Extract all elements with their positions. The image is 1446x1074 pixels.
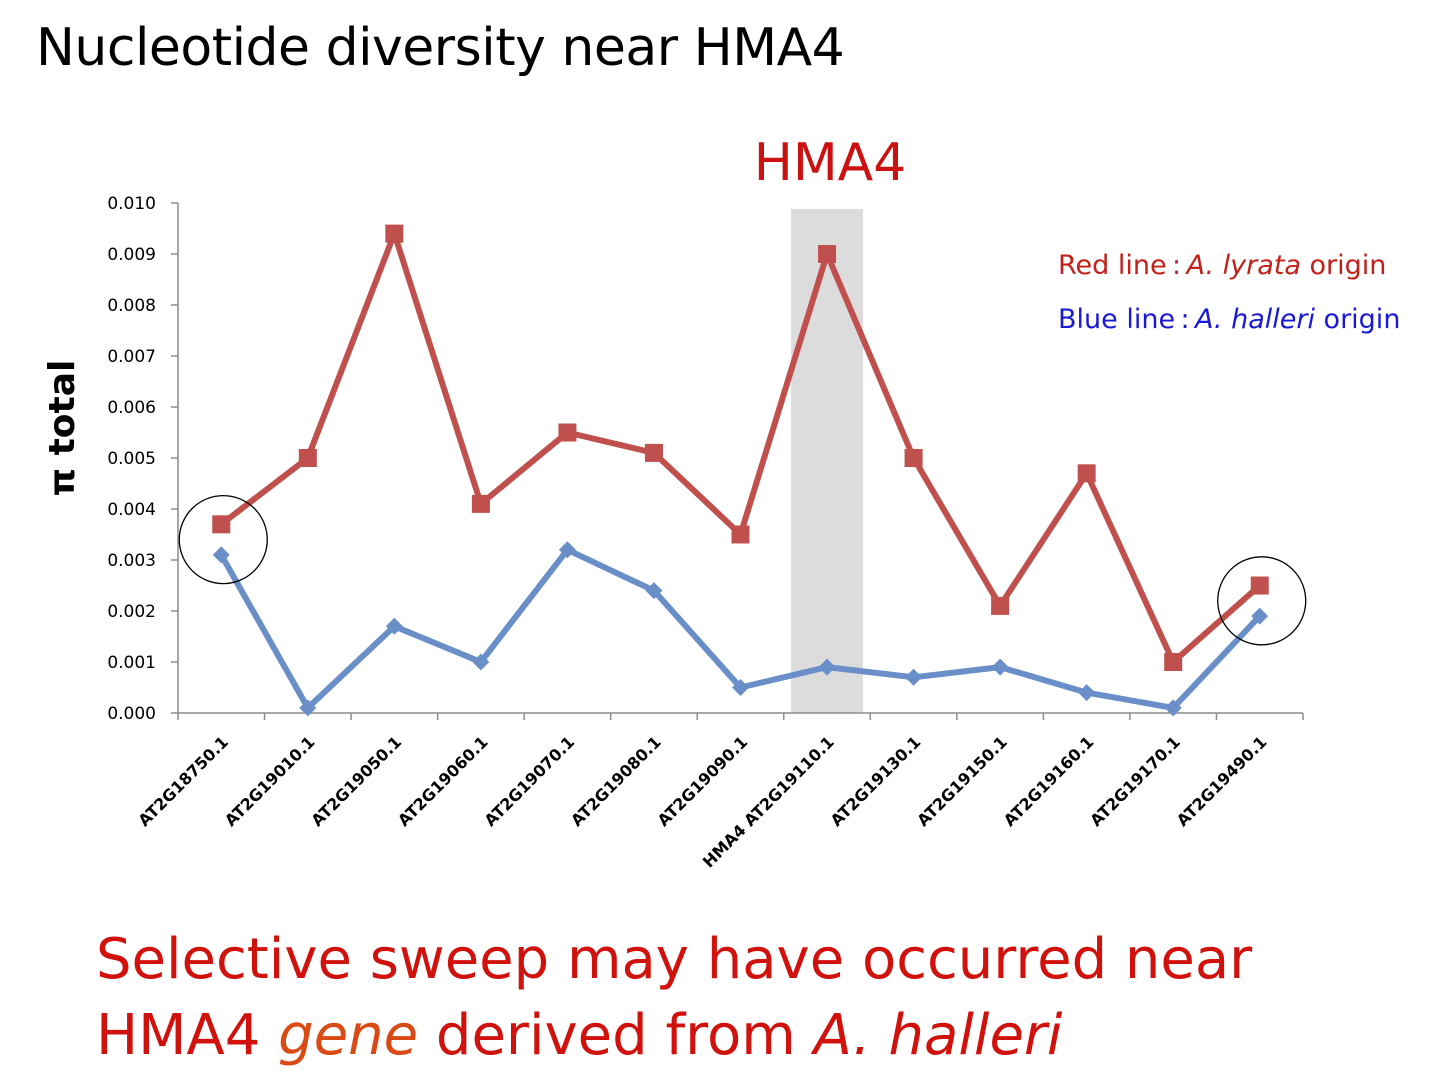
- hma4-highlight-rect: [791, 209, 864, 713]
- conclusion-line-2: HMA4 gene derived from A. halleri: [96, 998, 1252, 1074]
- circle-annotation: [1217, 556, 1307, 646]
- y-tick-label: 0.002: [107, 602, 156, 622]
- series-marker-square: [471, 494, 490, 513]
- slide-title: Nucleotide diversity near HMA4: [36, 18, 845, 78]
- conclusion-derived: derived from: [418, 1003, 814, 1068]
- conclusion-gene: gene: [278, 1003, 419, 1068]
- legend-red-species: A. lyrata: [1186, 250, 1301, 281]
- y-tick-label: 0.008: [107, 296, 156, 316]
- legend-blue-line: Blue line : A. halleri origin: [1058, 304, 1400, 335]
- x-tick-label: AT2G19490.1: [1173, 732, 1271, 830]
- y-tick-label: 0.004: [107, 500, 156, 520]
- series-marker-square: [818, 245, 837, 263]
- x-tick-label: AT2G19060.1: [394, 732, 492, 830]
- y-tick-label: 0.007: [107, 347, 156, 367]
- chart-axes: [171, 202, 1304, 720]
- chart-series: [212, 224, 1269, 717]
- y-tick-label: 0.010: [107, 194, 156, 214]
- conclusion-line-1: Selective sweep may have occurred near: [96, 927, 1253, 992]
- series-marker-diamond: [385, 617, 403, 635]
- x-tick-label: AT2G19160.1: [1000, 732, 1098, 830]
- series-marker-diamond: [1251, 607, 1269, 625]
- series-marker-diamond: [818, 658, 836, 676]
- legend-blue-species: A. halleri: [1194, 304, 1315, 335]
- series-marker-diamond: [299, 699, 317, 717]
- series-marker-square: [1164, 653, 1183, 671]
- x-tick-label: AT2G19070.1: [481, 732, 579, 830]
- series-marker-diamond: [905, 668, 923, 686]
- y-tick-label: 0.005: [107, 449, 156, 469]
- series-marker-diamond: [991, 658, 1009, 676]
- series-marker-diamond: [1078, 684, 1096, 702]
- circle-annotations: [178, 494, 1307, 646]
- legend-red-suffix: origin: [1300, 250, 1387, 281]
- y-tick-label: 0.006: [107, 398, 156, 418]
- series-marker-diamond: [472, 653, 490, 671]
- series-line-0: [218, 230, 1263, 665]
- series-marker-square: [298, 449, 317, 467]
- series-marker-square: [1250, 576, 1269, 595]
- chart-labels: HMA4 0.000 0.001 0.002 0.003 0.004 0.005 0.006 0…: [42, 133, 1271, 871]
- series-marker-square: [644, 443, 663, 462]
- legend-red-line: Red line : A. lyrata origin: [1058, 250, 1386, 281]
- x-tick-label: AT2G19130.1: [827, 732, 925, 830]
- y-tick-label: 0.009: [107, 245, 156, 265]
- y-tick-label: 0.001: [107, 653, 156, 673]
- y-tick-label: 0.000: [107, 704, 156, 724]
- x-tick-label: AT2G19170.1: [1086, 732, 1184, 830]
- x-tick-label: AT2G19050.1: [307, 732, 405, 830]
- x-tick-label: AT2G19150.1: [913, 732, 1011, 830]
- legend-blue-prefix: Blue line :: [1058, 304, 1195, 335]
- series-marker-diamond: [558, 541, 576, 559]
- series-marker-square: [1077, 464, 1096, 483]
- legend-blue-suffix: origin: [1314, 304, 1401, 335]
- series-marker-square: [731, 525, 750, 544]
- hma4-highlight-band: [791, 209, 864, 713]
- x-tick-label: AT2G19080.1: [567, 732, 665, 830]
- hma4-highlight-label: HMA4: [754, 133, 907, 193]
- series-marker-diamond: [1164, 699, 1182, 717]
- circle-annotation: [178, 494, 268, 585]
- x-tick-label: AT2G19090.1: [654, 732, 752, 830]
- series-marker-square: [904, 449, 923, 467]
- series-marker-square: [212, 515, 231, 534]
- y-tick-label: 0.003: [107, 551, 156, 571]
- conclusion-hma4: HMA4: [96, 1003, 279, 1068]
- series-marker-square: [991, 596, 1010, 615]
- x-tick-label: AT2G19010.1: [221, 732, 319, 830]
- y-axis-label: π total: [42, 360, 83, 497]
- series-marker-square: [385, 224, 404, 243]
- legend-red-prefix: Red line :: [1058, 250, 1187, 281]
- series-marker-diamond: [212, 546, 230, 564]
- series-marker-diamond: [732, 679, 749, 696]
- series-marker-diamond: [645, 582, 663, 600]
- conclusion-species: A. halleri: [813, 1003, 1063, 1068]
- series-marker-square: [558, 423, 577, 442]
- x-tick-label: AT2G18750.1: [134, 732, 232, 830]
- conclusion-text: Selective sweep may have occurred near H…: [96, 922, 1252, 1074]
